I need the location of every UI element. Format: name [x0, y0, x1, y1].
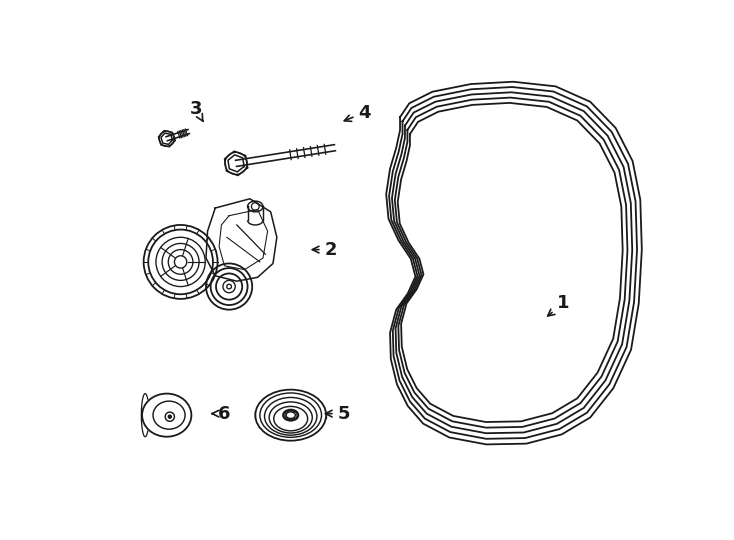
Text: 2: 2	[312, 241, 337, 259]
Text: 4: 4	[344, 104, 371, 122]
Text: 6: 6	[212, 404, 230, 423]
Text: 1: 1	[548, 294, 570, 316]
Text: 3: 3	[190, 100, 203, 122]
Circle shape	[168, 415, 171, 418]
Text: 5: 5	[325, 404, 350, 423]
